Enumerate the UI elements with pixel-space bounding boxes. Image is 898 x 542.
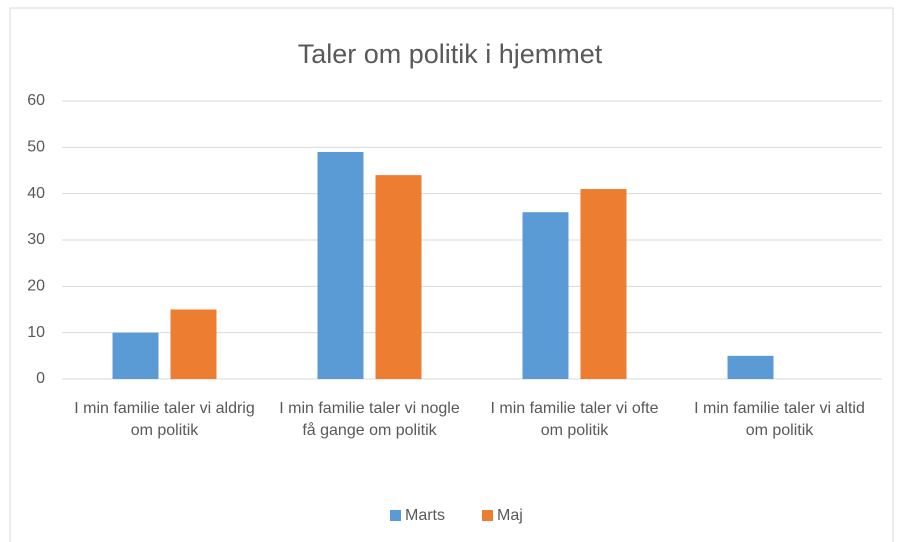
legend-label: Marts (405, 507, 445, 524)
legend-swatch (482, 510, 493, 521)
bar (580, 189, 627, 379)
bar (375, 175, 422, 379)
y-tick-label: 60 (27, 92, 45, 109)
y-tick-label: 10 (27, 324, 45, 341)
y-tick-label: 0 (36, 370, 45, 387)
x-tick-label: I min familie taler vi aldrig om politik (74, 400, 255, 439)
legend-swatch (390, 510, 401, 521)
bar (170, 309, 217, 379)
x-tick-label: I min familie taler vi altid om politik (694, 400, 865, 439)
legend-label: Maj (497, 507, 523, 524)
y-tick-label: 20 (27, 278, 45, 295)
y-tick-label: 40 (27, 185, 45, 202)
bar (112, 332, 159, 379)
x-tick-label: I min familie taler vi ofte om politik (490, 400, 659, 439)
y-tick-label: 50 (27, 139, 45, 156)
y-tick-label: 30 (27, 231, 45, 248)
x-tick-label: I min familie taler vi nogle få gange om… (279, 400, 460, 439)
chart-title: Taler om politik i hjemmet (298, 39, 603, 69)
bar (522, 212, 569, 379)
bar (317, 151, 364, 379)
chart-border (9, 7, 894, 542)
bar (727, 355, 774, 379)
